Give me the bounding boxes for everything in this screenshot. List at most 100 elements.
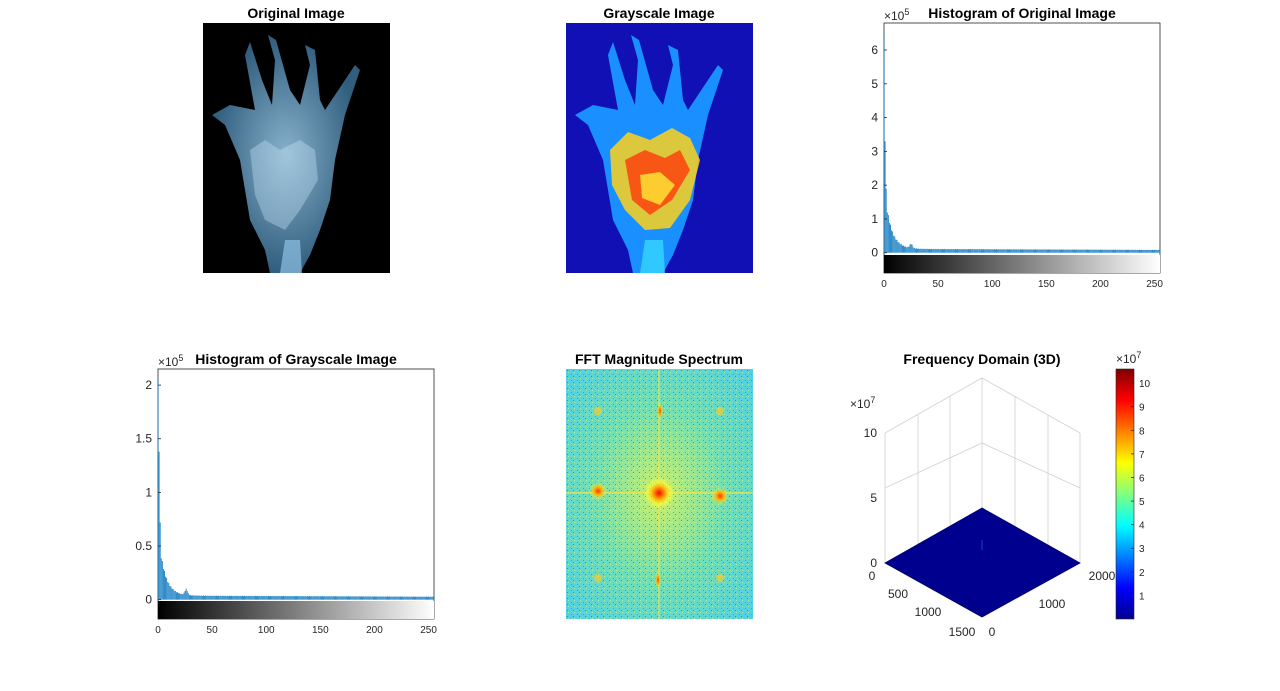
histogram-bar — [1018, 249, 1020, 253]
original-image-title: Original Image — [247, 5, 344, 21]
histogram-bar — [1136, 249, 1138, 253]
histogram-bar — [1058, 249, 1060, 253]
histogram-bar — [996, 249, 997, 253]
histogram-bar — [987, 249, 989, 253]
histogram-bar — [237, 595, 239, 600]
y-tick-label: 6 — [871, 43, 878, 57]
histogram-bar — [1055, 249, 1057, 253]
colorbar-tick-label: 8 — [1139, 426, 1145, 437]
histogram-bar — [1011, 249, 1013, 253]
histogram-bar — [180, 594, 182, 600]
histogram-bar — [1078, 249, 1080, 253]
histogram-bar — [1150, 250, 1152, 253]
histogram-bar — [958, 249, 960, 253]
histogram-bar — [391, 596, 393, 600]
histogram-bar — [406, 596, 408, 600]
histogram-bar — [296, 596, 297, 600]
histogram-bar — [917, 248, 918, 253]
histogram-bar — [262, 596, 264, 600]
histogram-bar — [1027, 249, 1029, 253]
histogram-bar — [410, 596, 412, 600]
histogram-bar — [387, 596, 388, 600]
histogram-bar — [340, 596, 342, 600]
histogram-bar — [299, 596, 301, 600]
histogram-bar — [1062, 249, 1063, 253]
histogram-grayscale-y-multiplier: ×105 — [158, 353, 183, 369]
histogram-bar — [259, 595, 261, 600]
histogram-bar — [256, 596, 257, 600]
histogram-bar — [1032, 249, 1034, 253]
histogram-bar — [376, 596, 378, 600]
histogram-bar — [1066, 249, 1068, 253]
colorbar-ticks: 1 2 3 4 5 6 7 8 9 10 — [1131, 379, 1151, 602]
frequency-3d-surface — [884, 507, 1081, 618]
histogram-bar — [302, 596, 304, 600]
histogram-bar — [321, 596, 322, 600]
colorbar-tick-label: 5 — [1139, 497, 1145, 508]
histogram-bar — [414, 596, 415, 600]
histogram-bar — [347, 596, 348, 600]
histogram-bar — [240, 596, 242, 600]
histogram-bar — [992, 249, 994, 253]
histogram-bar — [964, 249, 966, 253]
histogram-bar — [918, 248, 920, 253]
histogram-bar — [955, 248, 956, 253]
histogram-bar — [332, 596, 334, 600]
histogram-bar — [998, 249, 1000, 253]
histogram-bar — [327, 596, 329, 600]
histogram-bar — [1148, 250, 1150, 253]
histogram-bar — [1025, 249, 1027, 253]
histogram-bar — [263, 595, 265, 600]
histogram-bar — [393, 596, 395, 600]
histogram-bar — [244, 595, 245, 600]
histogram-bar — [258, 596, 260, 600]
histogram-bar — [906, 247, 908, 253]
histogram-bar — [1159, 250, 1161, 253]
histogram-bar — [338, 596, 340, 600]
frequency-3d-x-ticks: 0 500 1000 1500 — [869, 569, 976, 639]
y-tick-label: 1 — [145, 485, 152, 499]
histogram-bar — [341, 596, 343, 600]
histogram-bar — [185, 588, 187, 600]
histogram-bar — [301, 596, 303, 600]
histogram-bar — [1028, 249, 1030, 253]
histogram-grayscale-colorbar — [158, 601, 434, 619]
histogram-bar — [1147, 249, 1149, 253]
histogram-bar — [1043, 249, 1045, 253]
histogram-bar — [160, 558, 162, 600]
histogram-bar — [1071, 249, 1073, 253]
x-tick-label: 100 — [984, 279, 1001, 290]
histogram-bar — [339, 596, 341, 600]
histogram-bar — [420, 596, 422, 600]
histogram-bar — [382, 596, 384, 600]
histogram-bar — [1031, 249, 1033, 253]
histogram-bar — [1061, 249, 1062, 253]
histogram-bar — [978, 249, 980, 253]
histogram-bar — [293, 596, 295, 600]
histogram-bar — [1144, 250, 1146, 253]
histogram-bar — [280, 595, 282, 600]
histogram-bar — [229, 595, 230, 600]
x-tick-label: 150 — [1038, 279, 1055, 290]
histogram-bar — [220, 595, 222, 600]
x-tick-label: 150 — [312, 625, 329, 636]
histogram-bar — [1054, 249, 1056, 253]
grayscale-hand-image — [575, 35, 723, 273]
histogram-bar — [210, 595, 212, 600]
histogram-bar — [361, 596, 362, 600]
histogram-bar — [990, 249, 992, 253]
histogram-bar — [953, 249, 955, 253]
histogram-bar — [331, 596, 333, 600]
panel-grayscale-image: Grayscale Image — [566, 5, 753, 273]
histogram-bar — [413, 596, 414, 600]
histogram-bar — [303, 596, 305, 600]
histogram-bar — [898, 242, 900, 253]
histogram-bar — [423, 596, 425, 600]
histogram-bar — [1101, 249, 1102, 253]
histogram-bar — [192, 595, 194, 600]
histogram-bar — [942, 248, 943, 253]
histogram-bar — [1000, 249, 1002, 253]
histogram-bar — [264, 596, 266, 600]
histogram-bar — [1139, 249, 1140, 253]
histogram-bar — [277, 596, 279, 600]
